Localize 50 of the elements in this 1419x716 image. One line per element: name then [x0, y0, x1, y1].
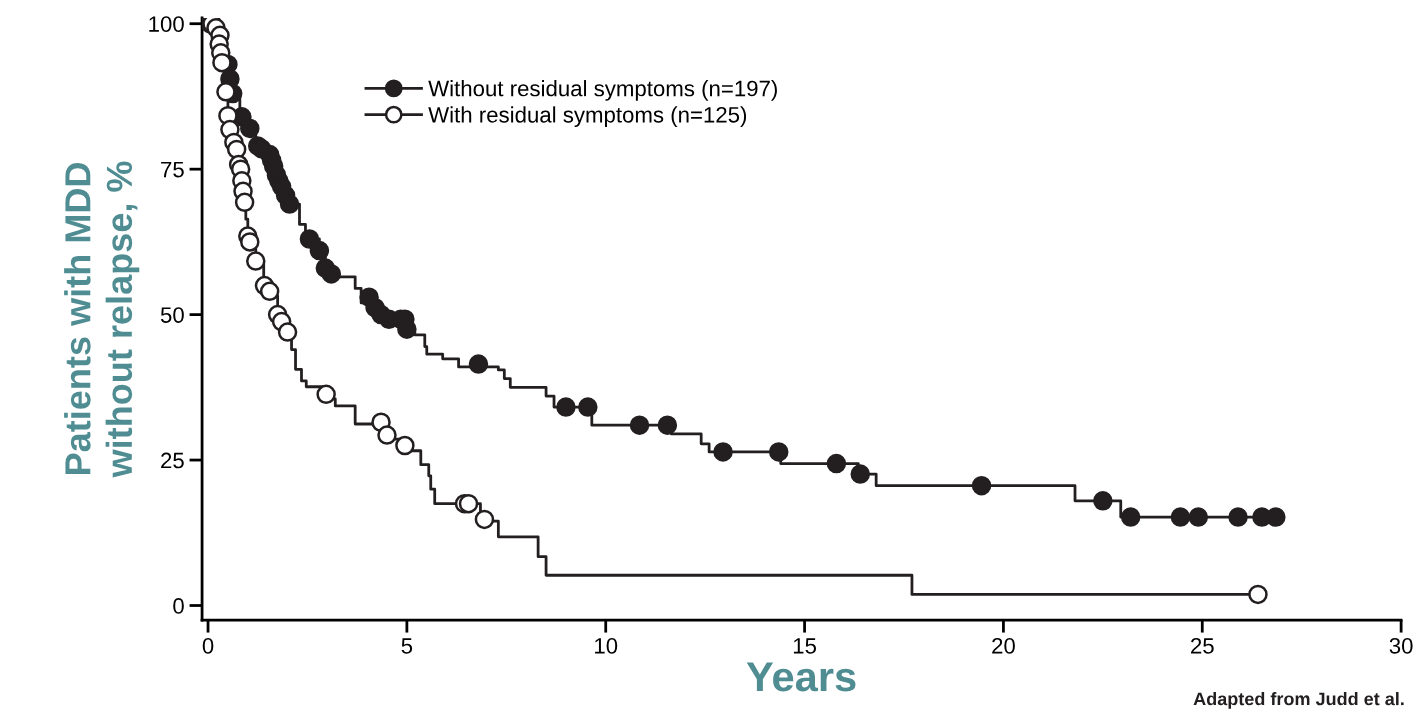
point: [971, 475, 992, 496]
point: [316, 384, 336, 405]
point: [397, 319, 417, 339]
point: [234, 192, 255, 213]
point: [1248, 584, 1268, 605]
point: [850, 464, 871, 484]
y-tick-label: 75: [161, 161, 184, 178]
y-tick-label: 50: [160, 307, 184, 323]
point: [259, 281, 280, 302]
x-tick-label: 15: [793, 638, 816, 654]
point: [395, 435, 415, 456]
point: [216, 82, 236, 102]
point: [212, 52, 232, 73]
legend-label: Without residual symptoms (n=197): [428, 80, 777, 101]
point: [468, 354, 489, 374]
point: [1188, 507, 1209, 527]
point: [474, 509, 495, 530]
x-tick-label: 25: [1191, 638, 1214, 654]
point: [309, 240, 330, 261]
point: [578, 397, 598, 417]
point: [1228, 507, 1248, 527]
point: [1093, 491, 1113, 511]
y-tick-label: 100: [149, 16, 184, 32]
x-axis-title: Years: [746, 662, 856, 692]
point: [768, 442, 789, 462]
x-tick-label: 20: [992, 638, 1015, 654]
text: Adapted from Judd et al.: [1193, 692, 1404, 709]
point: [246, 251, 266, 271]
point: [240, 232, 260, 252]
point: [657, 415, 678, 435]
point: [826, 453, 847, 474]
x-tick-label: 5: [401, 638, 413, 654]
point: [377, 425, 397, 445]
point: [279, 194, 300, 214]
point: [713, 442, 733, 462]
x-tick-label: 0: [202, 638, 214, 654]
point: [321, 264, 342, 284]
point: [556, 397, 576, 417]
x-tick-label: 10: [595, 638, 618, 654]
y-axis-title: Patients with MDD without relapse, %: [64, 161, 140, 478]
point: [277, 322, 298, 342]
y-tick-label: 25: [161, 452, 184, 469]
point: [1266, 507, 1286, 527]
x-tick-label: 30: [1389, 638, 1413, 654]
y-tick-label: 0: [173, 598, 184, 614]
point: [1170, 507, 1191, 527]
point: [629, 415, 650, 435]
legend-label: With residual symptoms (n=125): [428, 106, 747, 128]
point: [240, 118, 260, 139]
point: [1120, 507, 1141, 527]
